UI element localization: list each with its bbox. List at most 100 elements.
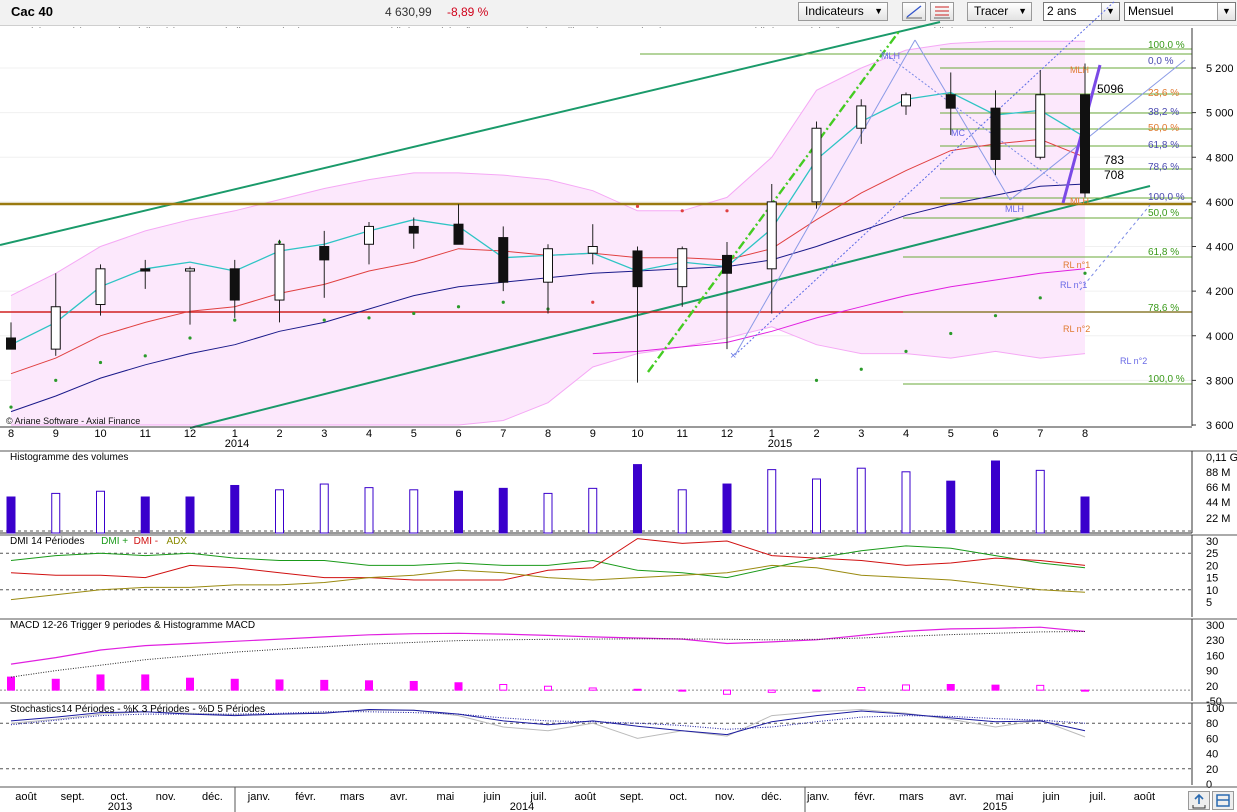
draw-label: Tracer [974, 4, 1009, 18]
y-axis-tick-label: 5 000 [1206, 108, 1234, 120]
print-button[interactable] [1212, 791, 1234, 810]
dmi-tick-label: 10 [1206, 585, 1218, 597]
stoch-tick-label: 100 [1206, 703, 1224, 715]
fibonacci-label: 61,8 % [1148, 140, 1179, 151]
macd-histogram-bar [902, 684, 910, 691]
volume-bar [588, 487, 598, 534]
parabolic-sar-dot [98, 360, 103, 365]
x-axis-month-label: 12 [721, 428, 733, 440]
draw-fibonacci-button[interactable] [930, 2, 954, 21]
date-axis-month-label: oct. [110, 791, 128, 803]
parabolic-sar-dot [635, 204, 640, 208]
export-button[interactable] [1188, 791, 1210, 810]
macd-histogram-bar [991, 684, 1000, 691]
candlestick-body [856, 105, 867, 129]
steep-trendline [647, 29, 901, 373]
fibonacci-label: 100,0 % [1148, 374, 1185, 385]
y-axis-tick-label: 4 400 [1206, 242, 1234, 254]
scale-select[interactable]: Mensuel ▼ [1124, 2, 1236, 21]
x-axis-month-label: 9 [590, 428, 596, 440]
date-axis-month-label: sept. [61, 791, 85, 803]
parabolic-sar-dot [1038, 296, 1042, 300]
copyright-notice: © Ariane Software - Axial Finance [6, 416, 140, 426]
macd-histogram-bar [588, 687, 597, 691]
macd-histogram-bar [946, 683, 955, 691]
fibonacci-label: 100,0 % [1148, 192, 1185, 203]
date-axis-month-label: sept. [620, 791, 644, 803]
fibonacci-label: 50,0 % [1148, 208, 1179, 219]
dmi-pane-title: DMI 14 Périodes DMI + DMI - ADX [10, 536, 187, 547]
date-axis-year-label: 2014 [510, 801, 534, 812]
adx-label: ADX [166, 536, 188, 547]
pitchfork-line [1079, 204, 1151, 291]
candlestick-body [6, 337, 16, 350]
date-axis-year-label: 2013 [108, 801, 132, 812]
dmi-tick-label: 5 [1206, 597, 1212, 609]
draw-button[interactable]: Tracer ▼ [967, 2, 1032, 21]
parabolic-sar-dot [949, 331, 953, 336]
pitchfork-handle [1009, 59, 1186, 201]
dmi-plus-label: DMI + [101, 536, 129, 547]
volume-bar [991, 460, 1000, 534]
pitchfork-label: MLH [1070, 196, 1089, 206]
x-axis-year-label: 2014 [225, 438, 249, 450]
macd-line [10, 626, 1086, 665]
pitchfork-anchor: × [730, 350, 736, 362]
parabolic-sar-dot [904, 349, 908, 353]
pitchfork-label: MLH [1005, 204, 1024, 214]
date-axis-month-label: nov. [715, 791, 735, 803]
volume-bar [767, 469, 777, 534]
x-axis-month-label: 4 [366, 428, 372, 440]
macd-histogram-bar [409, 680, 418, 691]
x-axis-month-label: 5 [948, 428, 954, 440]
dmi-tick-label: 15 [1206, 573, 1218, 585]
parabolic-sar-dot [680, 209, 684, 213]
x-axis-month-label: 10 [631, 428, 643, 440]
candlestick-body [677, 248, 688, 288]
pitchfork-label: RL n°2 [1063, 324, 1090, 334]
volume-bar [946, 480, 956, 534]
date-axis-month-label: nov. [156, 791, 176, 803]
dropdown-arrow-icon: ▼ [874, 6, 883, 16]
volume-tick-label: 0,11 G [1206, 452, 1237, 464]
x-axis-month-label: 8 [1082, 428, 1088, 440]
parabolic-sar-dot [725, 209, 729, 213]
candlestick-body [319, 246, 330, 261]
date-axis-month-label: juil. [1089, 791, 1107, 803]
y-axis-tick-label: 4 000 [1206, 331, 1234, 343]
dmi-plus-line [10, 545, 1086, 579]
macd-histogram-bar [141, 674, 150, 691]
candlestick-body [945, 94, 956, 109]
y-axis-tick-label: 3 800 [1206, 375, 1234, 387]
candlestick-body [587, 246, 598, 254]
x-axis-month-label: 7 [1037, 428, 1043, 440]
x-axis-month-label: 3 [858, 428, 864, 440]
x-axis-month-label: 10 [94, 428, 106, 440]
dmi-minus-line [10, 538, 1086, 581]
indicators-label: Indicateurs [805, 4, 864, 18]
x-axis-month-label: 8 [8, 428, 14, 440]
macd-tick-label: 230 [1206, 635, 1224, 647]
candlestick-body [543, 248, 553, 283]
macd-signal-line [10, 631, 1086, 678]
period-select[interactable]: 2 ans ▼ [1043, 2, 1120, 21]
dmi-minus-label: DMI - [133, 536, 159, 547]
pitchfork-line [734, 0, 1116, 356]
adx-line [10, 564, 1086, 601]
date-axis-month-label: mars [899, 791, 924, 803]
x-axis-month-label: 11 [677, 428, 688, 440]
volume-bar [140, 496, 150, 534]
stoch-tick-label: 60 [1206, 733, 1218, 745]
draw-line-button[interactable] [902, 2, 926, 21]
dmi-tick-label: 20 [1206, 560, 1218, 572]
macd-histogram-bar [857, 687, 866, 691]
x-axis-month-label: 11 [140, 428, 151, 440]
pitchfork-label: MLH [881, 51, 900, 61]
date-axis-month-label: janv. [247, 791, 270, 803]
volume-bar [677, 489, 687, 534]
x-axis-month-label: 4 [903, 428, 909, 440]
indicators-button[interactable]: Indicateurs ▼ [798, 2, 888, 21]
macd-tick-label: 20 [1206, 681, 1218, 693]
volume-bar [319, 483, 329, 534]
macd-histogram-bar [454, 682, 463, 691]
